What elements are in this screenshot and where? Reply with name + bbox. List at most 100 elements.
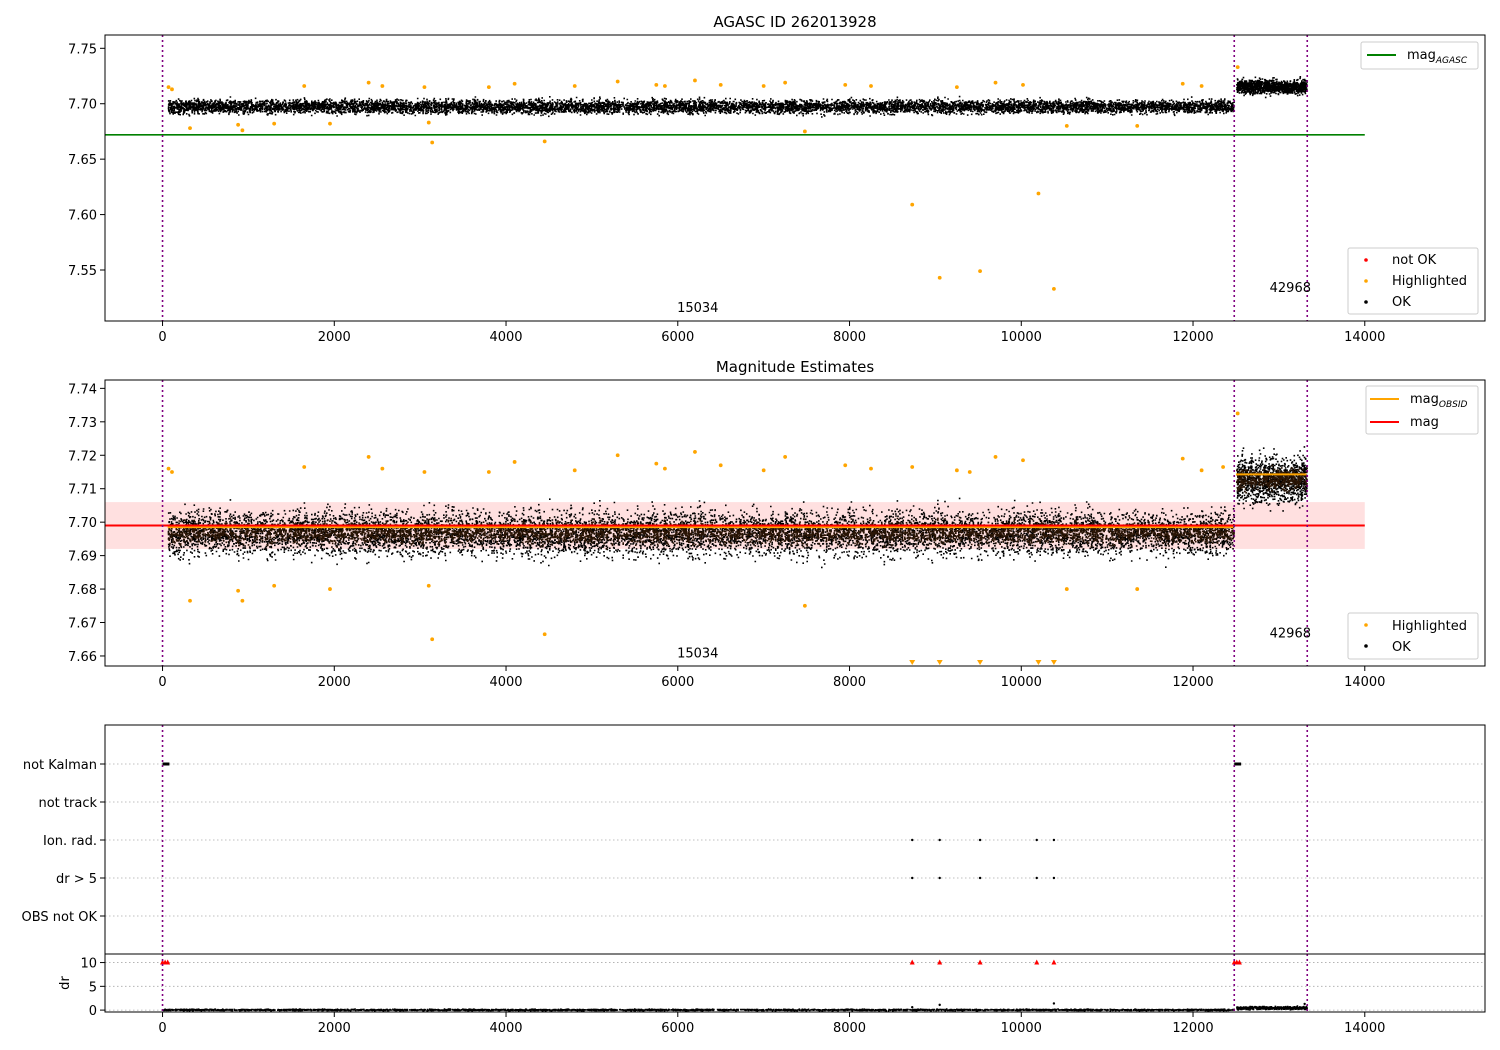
flag-category-label: OBS not OK <box>22 910 98 925</box>
highlighted-point <box>1180 81 1185 86</box>
highlighted-point <box>328 121 332 126</box>
y-tick-label: 5 <box>89 980 97 995</box>
highlighted-point <box>302 84 307 88</box>
agasc-panel: AGASC ID 262013928 15034 42968 0 2000 4000 60… <box>68 13 1486 345</box>
highlighted-point <box>302 465 307 469</box>
flags-panel: not Kalman not track Ion. rad. dr > 5 OBS no… <box>22 724 1486 955</box>
highlighted-point <box>170 87 174 92</box>
highlighted-point <box>693 450 697 454</box>
flag-segment <box>162 762 170 766</box>
highlighted-point <box>993 455 998 459</box>
highlighted-point <box>430 637 435 642</box>
flag-point <box>938 876 941 880</box>
legend-swatch-ok <box>1364 300 1368 304</box>
x-tick-label: 14000 <box>1344 330 1385 345</box>
legend-label-highlighted: Highlighted <box>1392 619 1467 634</box>
highlighted-point <box>426 120 431 125</box>
flag-point <box>1035 838 1038 842</box>
x-tick-label: 4000 <box>489 675 522 690</box>
highlighted-point <box>843 82 848 87</box>
highlighted-point <box>572 84 577 88</box>
highlighted-point <box>166 85 171 90</box>
highlighted-point <box>188 126 192 131</box>
dr-outlier-point <box>1303 1002 1306 1006</box>
x-tick-label: 10000 <box>1001 1021 1042 1036</box>
highlighted-point <box>1021 82 1025 87</box>
plot-area <box>105 725 1485 954</box>
highlighted-point <box>1221 465 1225 469</box>
highlighted-point <box>910 465 915 469</box>
highlighted-point <box>366 455 371 459</box>
highlighted-point <box>967 470 972 474</box>
highlighted-point <box>1064 123 1069 128</box>
highlighted-point <box>654 82 659 87</box>
highlighted-point <box>718 463 723 468</box>
y-tick-label: 0 <box>89 1004 97 1019</box>
dr-capped-marker <box>977 959 983 965</box>
flag-point <box>1052 876 1056 880</box>
flag-category-label: Ion. rad. <box>43 834 97 849</box>
highlighted-point <box>542 632 547 637</box>
highlighted-point <box>236 122 241 127</box>
highlighted-point <box>978 269 982 274</box>
highlighted-point <box>240 598 245 603</box>
dr-capped-marker <box>937 959 943 965</box>
x-tick-label: 12000 <box>1172 1021 1213 1036</box>
flag-category-label: not track <box>38 796 97 811</box>
highlighted-point <box>910 202 915 207</box>
ok-points <box>1236 1005 1308 1011</box>
x-tick-label: 2000 <box>318 675 351 690</box>
x-tick-label: 6000 <box>661 1021 694 1036</box>
highlighted-point <box>1021 458 1025 463</box>
y-tick-label: 10 <box>80 957 97 972</box>
plot-area <box>105 954 1485 1012</box>
x-tick-label: 4000 <box>489 330 522 345</box>
y-tick-label: 7.68 <box>68 583 97 598</box>
highlighted-point <box>761 468 766 473</box>
x-tick-label: 8000 <box>833 330 866 345</box>
dr-axis-label: dr <box>58 976 73 990</box>
magnitude-legend: magOBSID mag <box>1365 385 1479 435</box>
highlighted-point <box>512 460 517 464</box>
flag-point <box>978 876 982 880</box>
offscale-marker <box>936 660 943 665</box>
highlighted-point <box>937 275 942 280</box>
legend-swatch-highlighted <box>1364 279 1368 283</box>
highlighted-point <box>236 588 241 593</box>
obsid-label: 15034 <box>677 301 718 316</box>
y-tick-label: 7.73 <box>68 416 97 431</box>
highlighted-point <box>802 603 807 608</box>
x-tick-label: 2000 <box>318 330 351 345</box>
legend-label-mag: mag <box>1410 415 1439 430</box>
x-tick-label: 8000 <box>833 1021 866 1036</box>
highlighted-point <box>328 587 332 591</box>
x-tick-label: 4000 <box>489 1021 522 1036</box>
legend-label-not-ok: not OK <box>1392 253 1437 268</box>
highlighted-point <box>802 129 807 134</box>
x-tick-label: 14000 <box>1344 675 1385 690</box>
highlighted-point <box>1235 65 1240 70</box>
highlighted-point <box>761 84 766 88</box>
agasc-panel-title: AGASC ID 262013928 <box>713 13 876 31</box>
highlighted-point <box>572 468 577 473</box>
obsid-label: 15034 <box>677 647 718 662</box>
offscale-marker <box>1035 660 1042 665</box>
highlighted-point <box>486 470 491 474</box>
x-tick-label: 0 <box>158 675 166 690</box>
y-tick-label: 7.60 <box>68 209 97 224</box>
flag-point <box>911 838 914 842</box>
ok-points <box>1236 464 1308 494</box>
highlighted-point <box>272 121 277 126</box>
highlighted-point <box>422 85 427 90</box>
highlighted-point <box>1135 587 1140 591</box>
magnitude-estimates-title: Magnitude Estimates <box>716 358 874 376</box>
flag-category-label: not Kalman <box>23 758 97 773</box>
agasc-status-legend: not OK Highlighted OK <box>1347 247 1479 315</box>
highlighted-point <box>1199 84 1204 88</box>
highlighted-point <box>954 85 959 90</box>
agasc-legend: magAGASC <box>1360 41 1479 70</box>
y-tick-label: 7.69 <box>68 550 97 565</box>
flag-point <box>911 876 914 880</box>
flag-point <box>938 838 941 842</box>
